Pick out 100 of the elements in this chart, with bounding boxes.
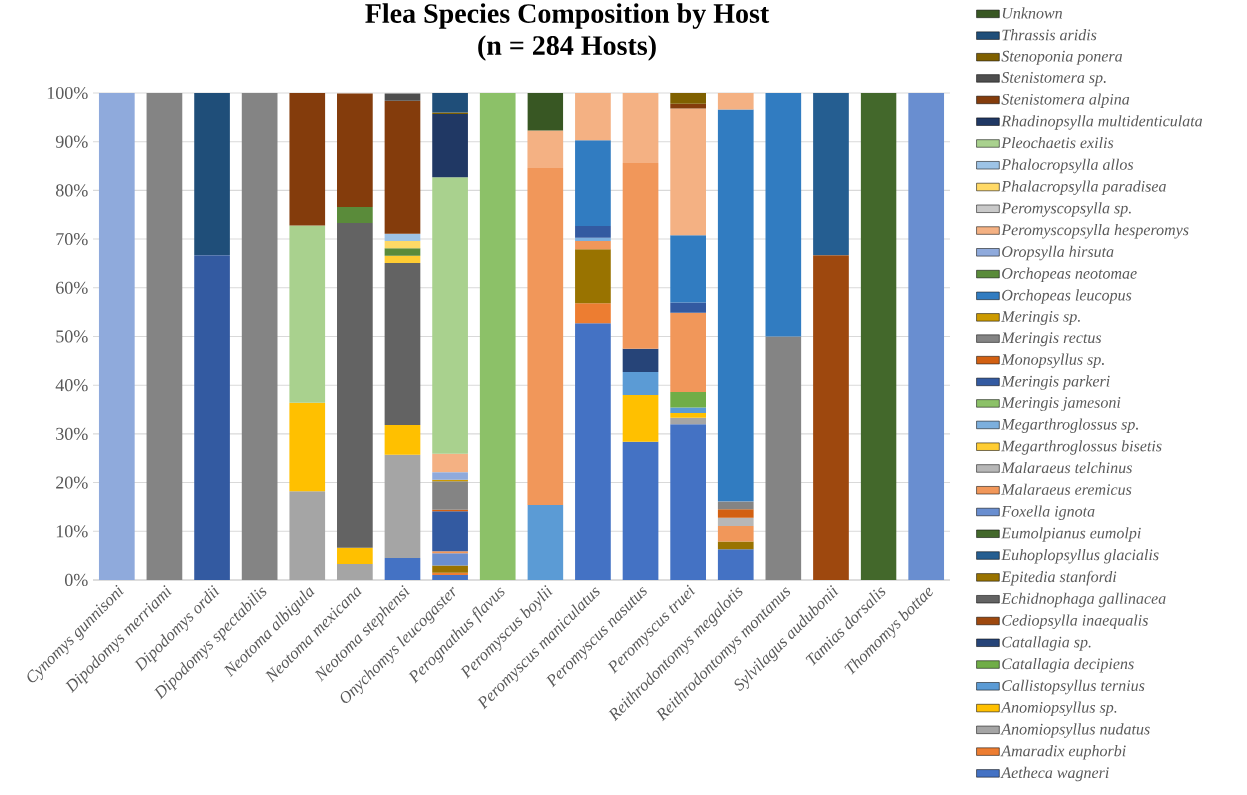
bar <box>289 92 326 226</box>
y-tick-label: 10% <box>56 525 88 538</box>
legend-label: Unknown <box>1002 7 1062 19</box>
bar <box>194 92 230 256</box>
bar <box>432 453 468 473</box>
bar <box>717 541 754 550</box>
legend-label: Stenoponia ponera <box>1001 50 1123 65</box>
bar <box>765 92 802 337</box>
legend-label: Peromyscopsylla sp. <box>1001 202 1131 217</box>
bar <box>432 553 468 566</box>
bar <box>337 563 373 580</box>
bar <box>717 509 754 518</box>
bar <box>432 575 468 580</box>
bar <box>98 92 135 580</box>
legend-label: Thrassis aridis <box>1002 29 1097 41</box>
bar <box>432 113 468 178</box>
bar <box>670 235 706 303</box>
bar <box>479 92 516 580</box>
y-tick-label: 20% <box>56 476 88 489</box>
legend-label: Megarthroglossus sp. <box>1001 418 1138 433</box>
legend-label: Anomiopsyllus nudatus <box>1000 723 1150 738</box>
bar <box>432 565 468 573</box>
chart-title: Flea Species Composition by Host <box>365 3 770 29</box>
bar <box>670 412 706 418</box>
y-tick-label: 50% <box>56 330 88 343</box>
bar <box>670 103 706 109</box>
bar <box>527 167 564 505</box>
legend-label: Catallagia decipiens <box>1002 657 1134 673</box>
bar <box>527 130 564 168</box>
y-tick-label: 100% <box>47 86 88 100</box>
bar <box>527 504 564 580</box>
bar <box>670 392 706 408</box>
bar <box>384 262 421 426</box>
legend-label: Echidnophaga gallinacea <box>1001 592 1166 608</box>
legend-label: Meringis parkeri <box>1001 375 1110 390</box>
bar <box>289 402 326 492</box>
legend-label: Phalocropsylla allos <box>1001 158 1134 174</box>
bar <box>622 372 659 395</box>
bar <box>670 92 706 104</box>
bar <box>575 249 611 304</box>
chart-subtitle: (n = 284 Hosts) <box>478 35 656 61</box>
legend-label: Peromyscopsylla hesperomys <box>1001 223 1189 239</box>
bar <box>337 93 373 207</box>
bar <box>670 302 706 313</box>
bar <box>432 177 468 454</box>
bar <box>717 517 754 526</box>
bar <box>717 501 754 510</box>
legend-label: Malaraeus telchinus <box>1001 461 1132 474</box>
bar <box>146 92 183 580</box>
bar <box>289 225 326 403</box>
bar <box>384 100 421 234</box>
legend-label: Malaraeus eremicus <box>1001 483 1132 495</box>
bar <box>717 525 754 542</box>
legend-label: Foxella ignota <box>1001 505 1095 520</box>
bar <box>717 549 754 580</box>
legend-label: Callistopsyllus ternius <box>1002 679 1145 695</box>
bar <box>337 206 373 224</box>
bar <box>384 454 421 559</box>
bar <box>622 348 659 373</box>
legend-label: Orchopeas neotomae <box>1002 267 1137 283</box>
bar <box>384 93 421 101</box>
bar <box>622 441 659 580</box>
bar <box>241 92 278 580</box>
legend-label: Rhadinopsylla multidenticulata <box>1001 115 1203 130</box>
bar <box>670 424 706 580</box>
bar <box>575 225 611 238</box>
legend-label: Eumolpianus eumolpi <box>1001 527 1141 542</box>
bar <box>717 109 754 502</box>
bar <box>670 312 706 393</box>
legend-label: Monopsyllus sp. <box>1001 353 1104 369</box>
bar <box>813 255 849 580</box>
legend-label: Orchopeas leucopus <box>1002 289 1132 304</box>
bar <box>432 92 468 113</box>
legend-label: Stenistomera sp. <box>1001 72 1106 87</box>
bar <box>384 558 421 580</box>
bar <box>575 241 611 250</box>
bar <box>670 417 706 425</box>
bar <box>717 92 754 110</box>
bar <box>384 233 421 242</box>
legend-label: Epitedia stanfordi <box>1001 570 1117 586</box>
bar <box>384 425 421 455</box>
legend-label: Megarthroglossus bisetis <box>1001 440 1162 455</box>
y-tick-label: 80% <box>55 184 88 197</box>
y-tick-label: 60% <box>56 281 88 294</box>
y-tick-label: 40% <box>55 379 88 392</box>
bar <box>575 140 611 226</box>
bar <box>337 547 373 564</box>
legend-label: Pleochaetis exilis <box>1001 136 1114 149</box>
legend-label: Stenistomera alpina <box>1001 93 1130 108</box>
legend-label: Cediopsylla inaequalis <box>1002 614 1148 629</box>
legend-label: Euhoplopsyllus glacialis <box>1001 548 1159 564</box>
bar <box>860 92 897 580</box>
bar <box>622 394 659 442</box>
y-tick-label: 90% <box>55 135 88 148</box>
legend-label: Catallagia sp. <box>1002 636 1091 651</box>
legend-label: Aetheca wagneri <box>1000 766 1109 782</box>
bar <box>622 163 659 349</box>
bar <box>384 248 421 256</box>
bar <box>337 223 373 548</box>
bar <box>384 255 421 263</box>
